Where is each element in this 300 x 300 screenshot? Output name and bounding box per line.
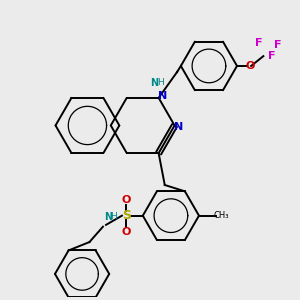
Text: S: S — [122, 209, 131, 222]
Text: O: O — [122, 195, 131, 205]
Text: O: O — [245, 61, 255, 71]
Text: H: H — [111, 212, 117, 221]
Text: CH₃: CH₃ — [213, 211, 229, 220]
Text: F: F — [255, 38, 262, 48]
Text: N: N — [158, 91, 167, 101]
Text: F: F — [268, 51, 276, 61]
Text: N: N — [174, 122, 183, 132]
Text: F: F — [274, 40, 281, 50]
Text: N: N — [150, 77, 158, 88]
Text: H: H — [157, 78, 164, 87]
Text: O: O — [122, 226, 131, 237]
Text: N: N — [104, 212, 112, 222]
